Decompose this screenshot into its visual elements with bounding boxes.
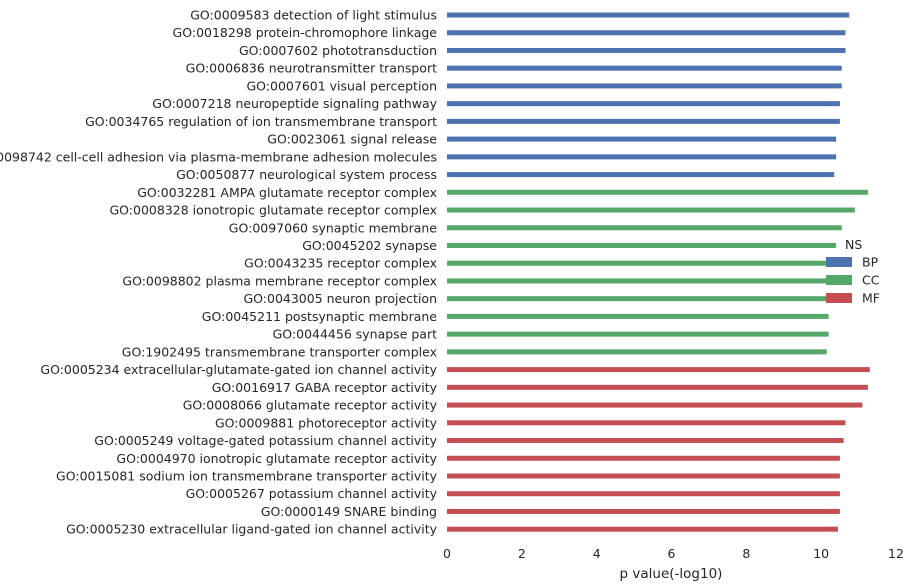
bar-mf: [447, 402, 863, 408]
category-label: GO:0000149 SNARE binding: [261, 504, 437, 519]
category-label: GO:0016917 GABA receptor activity: [212, 380, 438, 395]
bar-bp: [447, 12, 850, 18]
bar-cc: [447, 349, 827, 355]
bar-bp: [447, 65, 842, 71]
category-label: GO:0015081 sodium ion transmembrane tran…: [56, 468, 438, 483]
category-label: GO:0005267 potassium channel activity: [186, 486, 438, 501]
bar-mf: [447, 438, 844, 444]
category-label: GO:0006836 neurotransmitter transport: [186, 61, 437, 76]
x-tick-label: 2: [518, 546, 526, 561]
bar-bp: [447, 47, 846, 53]
bar-mf: [447, 491, 840, 497]
x-axis: p value(-log10) 0 2 4 6 8 10 12: [443, 546, 904, 582]
category-label: GO:0018298 protein-chromophore linkage: [173, 25, 438, 40]
category-label: GO:0098802 plasma membrane receptor comp…: [122, 273, 437, 288]
x-tick-label: 4: [593, 546, 601, 561]
bar-mf: [447, 526, 839, 532]
category-label: GO:1902495 transmembrane transporter com…: [122, 344, 437, 359]
legend-label-mf: MF: [862, 291, 880, 306]
bar-cc: [447, 189, 868, 195]
category-label: GO:0008328 ionotropic glutamate receptor…: [110, 203, 438, 218]
category-labels: GO:0009583 detection of light stimulus GO…: [0, 8, 438, 537]
bar-mf: [447, 508, 840, 514]
bar-bp: [447, 172, 835, 178]
bar-bp: [447, 83, 842, 89]
category-label: GO:0043005 neuron projection: [243, 291, 437, 306]
legend-swatch-mf: [826, 293, 852, 303]
category-label: GO:0045202 synapse: [302, 238, 437, 253]
bar-mf: [447, 455, 840, 461]
legend-swatch-bp: [826, 257, 852, 267]
bar-bp: [447, 136, 837, 142]
x-axis-title: p value(-log10): [620, 566, 723, 582]
category-label: GO:0050877 neurological system process: [176, 167, 437, 182]
x-tick-label: 8: [742, 546, 750, 561]
x-tick-label: 10: [813, 546, 829, 561]
legend: NS BP CC MF: [826, 237, 880, 306]
category-label: GO:0007218 neuropeptide signaling pathwa…: [152, 96, 437, 111]
bar-bp: [447, 154, 837, 160]
bar-mf: [447, 473, 840, 479]
bar-mf: [447, 367, 870, 373]
category-label: GO:0032281 AMPA glutamate receptor compl…: [137, 185, 437, 200]
bars-layer: [447, 12, 870, 532]
bar-bp: [447, 118, 840, 124]
bar-mf: [447, 420, 846, 426]
bar-cc: [447, 225, 842, 231]
x-tick-label: 6: [668, 546, 676, 561]
category-label: GO:0005230 extracellular ligand-gated io…: [66, 522, 438, 537]
x-tick-label: 0: [443, 546, 451, 561]
category-label: GO:0007601 visual perception: [246, 78, 437, 93]
category-label: GO:0004970 ionotropic glutamate receptor…: [116, 451, 437, 466]
bar-cc: [447, 296, 833, 302]
category-label: GO:0034765 regulation of ion transmembra…: [85, 114, 437, 129]
category-label: GO:0023061 signal release: [267, 132, 437, 147]
bar-cc: [447, 278, 835, 284]
bar-cc: [447, 242, 837, 248]
category-label: GO:0005249 voltage-gated potassium chann…: [94, 433, 437, 448]
category-label: GO:0009881 photoreceptor activity: [215, 415, 438, 430]
bar-cc: [447, 207, 855, 213]
bar-cc: [447, 260, 835, 266]
bar-mf: [447, 384, 868, 390]
category-label: GO:0098742 cell-cell adhesion via plasma…: [0, 149, 437, 164]
bar-bp: [447, 101, 840, 107]
category-label: GO:0008066 glutamate receptor activity: [183, 398, 438, 413]
category-label: GO:0044456 synapse part: [273, 327, 437, 342]
x-tick-label: 12: [888, 546, 904, 561]
category-label: GO:0007602 phototransduction: [239, 43, 437, 58]
category-label: GO:0005234 extracellular-glutamate-gated…: [40, 362, 437, 377]
legend-title: NS: [845, 237, 862, 252]
legend-label-bp: BP: [862, 255, 879, 270]
category-label: GO:0045211 postsynaptic membrane: [202, 309, 438, 324]
category-label: GO:0009583 detection of light stimulus: [190, 8, 437, 23]
category-label: GO:0097060 synaptic membrane: [229, 220, 438, 235]
legend-swatch-cc: [826, 275, 852, 285]
bar-cc: [447, 331, 829, 337]
bar-bp: [447, 30, 846, 36]
category-label: GO:0043235 receptor complex: [244, 256, 437, 271]
legend-label-cc: CC: [862, 273, 880, 288]
bar-cc: [447, 313, 829, 319]
